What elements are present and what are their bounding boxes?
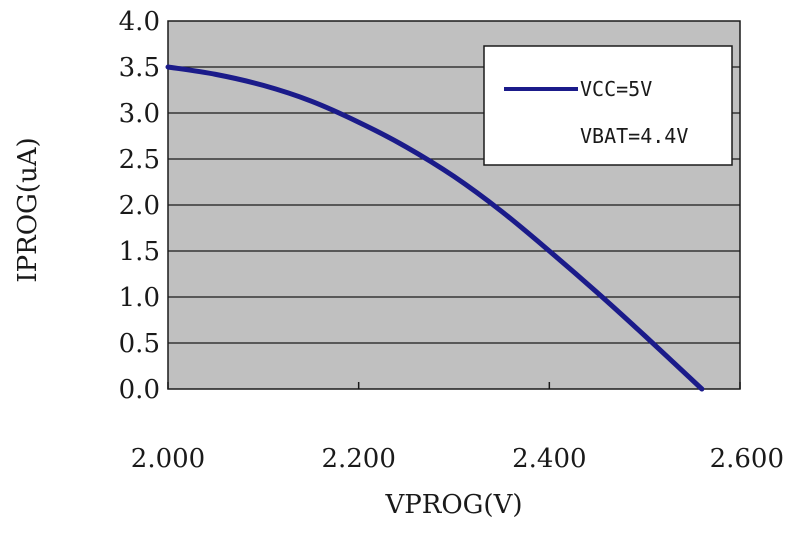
legend-line-1: VCC=5V xyxy=(580,77,652,101)
y-axis-title: IPROG(uA) xyxy=(13,137,43,282)
y-tick-label: 3.0 xyxy=(119,99,160,129)
y-tick-label: 4.0 xyxy=(119,7,160,37)
x-axis-title: VPROG(V) xyxy=(385,490,523,520)
x-tick-label: 2.000 xyxy=(131,444,205,474)
y-tick-label: 2.0 xyxy=(119,191,160,221)
y-tick-label: 0.5 xyxy=(119,329,160,359)
x-axis-ticks: 2.000 2.200 2.400 2.600 xyxy=(131,382,784,474)
y-tick-label: 1.0 xyxy=(119,283,160,313)
x-tick-label: 2.600 xyxy=(710,444,784,474)
series-line-0 xyxy=(165,64,705,392)
y-tick-label: 0.0 xyxy=(119,375,160,405)
y-tick-label: 1.5 xyxy=(119,237,160,267)
x-tick-label: 2.400 xyxy=(512,444,586,474)
y-tick-label: 2.5 xyxy=(119,145,160,175)
y-tick-label: 3.5 xyxy=(119,53,160,83)
x-tick-label: 2.200 xyxy=(321,444,395,474)
legend-box xyxy=(483,45,733,166)
plot-frame xyxy=(167,20,741,390)
legend-line-2: VBAT=4.4V xyxy=(580,124,688,148)
legend: VCC=5V VBAT=4.4V xyxy=(483,45,733,166)
y-axis-ticks: 0.0 0.5 1.0 1.5 2.0 2.5 3.0 3.5 4.0 xyxy=(119,7,160,405)
series-layer xyxy=(165,64,705,392)
